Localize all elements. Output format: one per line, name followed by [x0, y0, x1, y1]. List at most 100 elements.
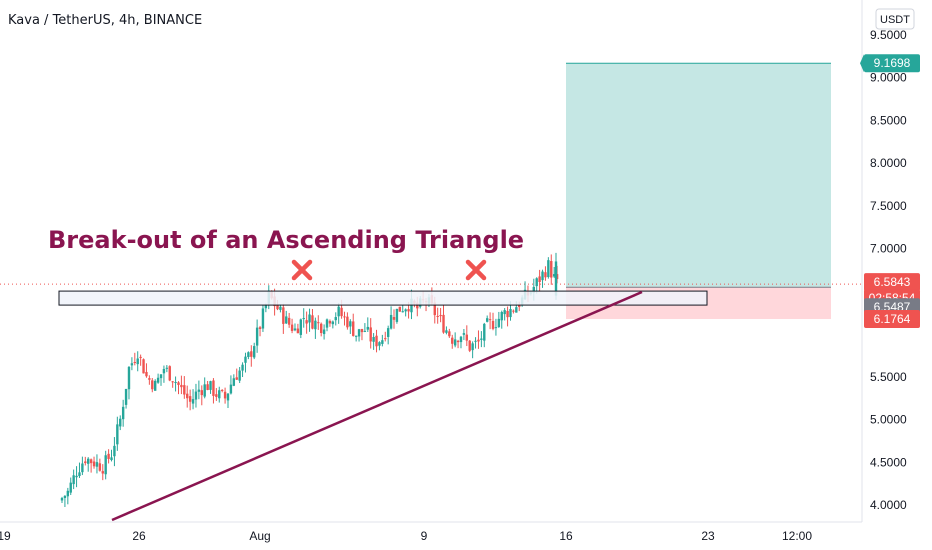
candle-body — [174, 382, 177, 384]
candle-body — [308, 314, 311, 323]
profit-zone — [566, 63, 831, 288]
price-tick-label: 4.0000 — [870, 498, 907, 512]
candle-body — [552, 274, 556, 277]
candle-body — [474, 340, 477, 342]
candle-body — [488, 319, 492, 321]
candle-body — [253, 346, 256, 358]
candle-body — [331, 321, 335, 325]
price-tick-label: 5.0000 — [870, 413, 907, 427]
candle-body — [107, 453, 110, 459]
candle-body — [532, 286, 535, 293]
cross-marker-2 — [465, 259, 487, 281]
currency-button[interactable]: USDT — [875, 8, 915, 30]
candle-body — [264, 304, 268, 309]
price-badge-stop: 6.1764 — [864, 310, 920, 329]
candle-body — [226, 393, 230, 401]
candle-body — [506, 310, 509, 318]
candle-body — [485, 318, 489, 322]
candle-body — [337, 306, 340, 317]
trendline — [111, 290, 643, 522]
candle-body — [220, 389, 224, 391]
candle-body — [130, 363, 134, 366]
candle-body — [462, 333, 466, 335]
cross-stroke — [465, 259, 487, 281]
candle-body — [171, 381, 174, 383]
candle-body — [165, 367, 169, 369]
candle-body — [241, 364, 244, 371]
candle-body — [191, 399, 195, 404]
candle-body — [550, 261, 553, 278]
candle-body — [389, 314, 393, 329]
candle-body — [218, 390, 221, 399]
candle-body — [343, 316, 346, 318]
candle-body — [145, 371, 148, 377]
price-badge-last-price: 6.5843 — [864, 273, 920, 292]
candle-body — [407, 309, 410, 312]
candle-body — [554, 261, 558, 296]
candle-body — [366, 326, 369, 330]
candle-body — [200, 390, 203, 396]
time-axis: 19 26 Aug 9 16 23 12:00 — [0, 529, 812, 543]
candle-body — [360, 328, 364, 333]
candle-body — [180, 384, 183, 388]
chart-title: Kava / TetherUS, 4h, BINANCE — [8, 13, 202, 28]
candle-body — [518, 305, 521, 307]
candle-body — [168, 366, 171, 381]
candle-body — [212, 380, 215, 396]
candle-body — [317, 322, 320, 324]
candle-body — [238, 370, 241, 381]
candle-body — [372, 336, 375, 342]
candle-body — [305, 320, 308, 324]
candle-body — [477, 339, 480, 342]
candle-body — [433, 302, 436, 316]
candle-body — [279, 306, 282, 310]
candle-body — [282, 307, 285, 324]
candle-body — [547, 260, 550, 278]
candle-body — [491, 320, 495, 329]
candle-body — [223, 391, 227, 399]
candle-body — [538, 276, 541, 282]
candle-body — [468, 340, 471, 351]
candle-body — [334, 317, 337, 321]
candle-body — [63, 495, 67, 498]
resistance-zone — [58, 290, 708, 306]
candle-body — [287, 317, 291, 325]
currency-button-label[interactable]: USDT — [880, 14, 910, 26]
candle-body — [453, 339, 457, 346]
candle-body — [395, 308, 399, 322]
candle-body — [81, 463, 84, 473]
candle-body — [459, 336, 463, 343]
candle-body — [183, 385, 186, 395]
candle-body — [60, 498, 64, 501]
candle-body — [541, 271, 544, 281]
time-tick-label: 12:00 — [782, 529, 812, 543]
time-tick-label: 19 — [0, 529, 11, 543]
candle-body — [494, 327, 498, 329]
price-tick-label: 8.0000 — [870, 156, 907, 170]
candle-body — [509, 309, 512, 318]
candle-body — [162, 369, 166, 374]
candle-body — [136, 358, 139, 365]
candle-body — [439, 314, 442, 317]
candle-body — [456, 340, 460, 343]
candle-body — [404, 309, 407, 312]
candle-body — [483, 323, 486, 341]
badge-label: 6.5843 — [874, 275, 911, 289]
candle-body — [503, 310, 506, 315]
candle-body — [369, 327, 372, 342]
candle-body — [101, 471, 104, 474]
candle-body — [250, 351, 253, 357]
candle-body — [104, 455, 107, 475]
candle-body — [515, 307, 518, 313]
candle-body — [159, 374, 163, 379]
candle-body — [72, 475, 75, 485]
candle-body — [124, 388, 128, 405]
annotation-text: Break-out of an Ascending Triangle — [48, 226, 524, 254]
candle-body — [194, 391, 198, 400]
candle-body — [340, 307, 343, 317]
candle-body — [448, 331, 451, 337]
candle-body — [378, 342, 381, 346]
candle-body — [381, 340, 384, 344]
